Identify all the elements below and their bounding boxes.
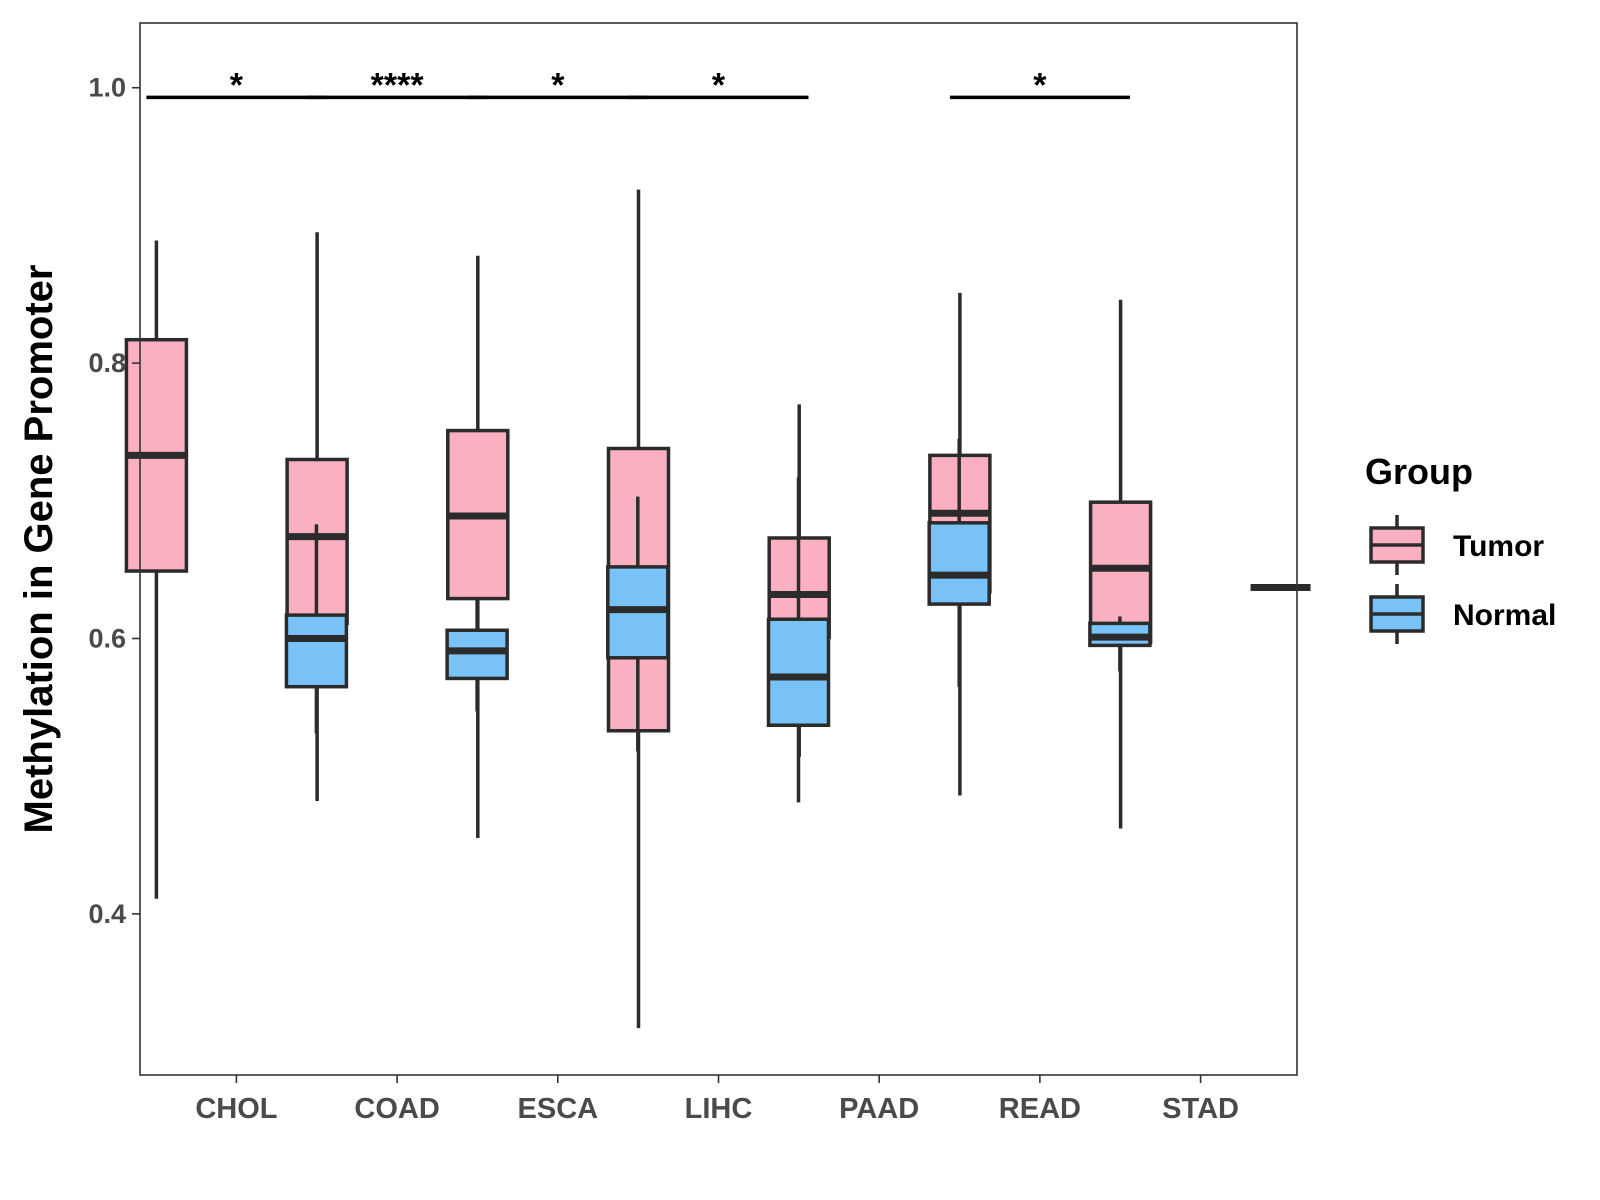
box-iqr [284, 613, 349, 689]
box-tumor-chol [124, 240, 189, 899]
significance-label: * [1033, 66, 1047, 104]
significance-chol: * [146, 66, 327, 104]
legend-item-normal: Normal [1369, 584, 1556, 644]
box-iqr [766, 617, 831, 728]
box-normal-esca [606, 496, 670, 752]
y-tick-label: 0.6 [88, 624, 126, 654]
y-axis-title: Methylation in Gene Promoter [17, 265, 61, 834]
legend: Group Tumor Normal [1365, 451, 1556, 644]
box-normal-read [1088, 616, 1152, 672]
significance-label: * [230, 66, 244, 104]
box-iqr [927, 521, 991, 606]
legend-label: Normal [1453, 599, 1556, 632]
x-tick-label: ESCA [518, 1093, 599, 1125]
x-tick-label: COAD [354, 1093, 439, 1125]
x-tick-label: READ [999, 1093, 1081, 1125]
box-tumor-esca [446, 255, 510, 839]
x-tick-label: PAAD [839, 1093, 919, 1125]
x-tick-label: LIHC [685, 1093, 753, 1125]
significance-label: * [551, 66, 565, 104]
legend-item-tumor: Tumor [1369, 515, 1544, 575]
y-tick-label: 1.0 [88, 73, 126, 103]
y-axis: 0.4 0.6 0.8 1.0 [88, 73, 140, 929]
significance-esca: * [467, 66, 648, 104]
boxes-layer [124, 189, 1311, 1029]
x-tick-label: STAD [1162, 1093, 1239, 1125]
x-axis: CHOL COAD ESCA LIHC PAAD READ STAD [195, 1075, 1239, 1125]
y-tick-label: 0.8 [88, 348, 126, 378]
legend-title: Group [1365, 451, 1473, 492]
significance-read: * [949, 66, 1130, 104]
significance-label: * [712, 66, 726, 104]
box-normal-coad [445, 599, 509, 712]
box-normal-lihc [766, 477, 831, 803]
significance-lihc: * [628, 66, 809, 104]
x-tick-label: CHOL [195, 1093, 277, 1125]
legend-label: Tumor [1453, 530, 1544, 563]
box-normal-paad [927, 438, 991, 687]
significance-coad: **** [307, 66, 488, 104]
significance-layer: * **** * * * [146, 66, 1130, 104]
y-tick-label: 0.4 [88, 899, 126, 929]
box-normal-chol [284, 524, 349, 734]
significance-label: **** [371, 66, 425, 104]
